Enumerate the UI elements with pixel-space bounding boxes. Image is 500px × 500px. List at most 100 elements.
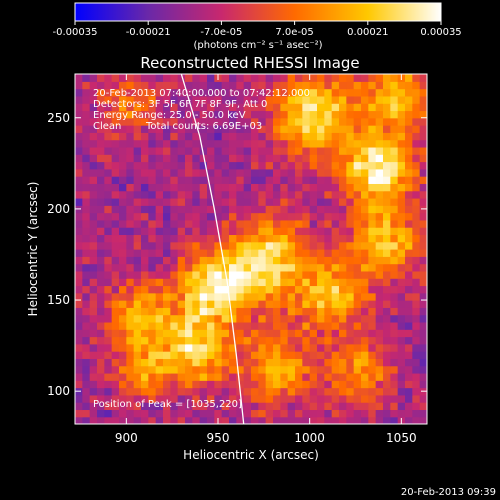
heatmap-cell	[302, 402, 311, 411]
heatmap-cell	[405, 351, 413, 359]
heatmap-cell	[141, 314, 149, 323]
heatmap-cell	[119, 205, 127, 214]
heatmap-cell	[97, 351, 105, 359]
heatmap-cell	[104, 190, 113, 199]
heatmap-cell	[309, 154, 318, 163]
heatmap-cell	[324, 285, 333, 294]
heatmap-cell	[170, 212, 179, 221]
heatmap-cell	[192, 256, 201, 265]
y-tick-label: 250	[47, 111, 70, 125]
heatmap-cell	[148, 117, 157, 126]
heatmap-cell	[119, 263, 127, 272]
heatmap-cell	[265, 241, 274, 250]
heatmap-cell	[119, 380, 127, 389]
heatmap-cell	[133, 278, 142, 287]
heatmap-cell	[155, 329, 164, 338]
heatmap-cell	[339, 270, 347, 279]
heatmap-cell	[331, 190, 340, 199]
heatmap-cell	[324, 402, 333, 411]
heatmap-cell	[192, 176, 201, 184]
heatmap-cell	[236, 249, 245, 257]
heatmap-cell	[273, 197, 281, 206]
heatmap-cell	[265, 168, 274, 177]
heatmap-cell	[111, 307, 120, 316]
heatmap-cell	[243, 212, 252, 221]
heatmap-cell	[119, 154, 127, 163]
heatmap-cell	[287, 227, 296, 236]
heatmap-cell	[82, 176, 91, 184]
heatmap-cell	[148, 351, 157, 359]
heatmap-cell	[302, 372, 311, 381]
heatmap-cell	[199, 88, 208, 97]
heatmap-cell	[375, 402, 384, 411]
heatmap-cell	[185, 110, 193, 119]
heatmap-cell	[390, 285, 399, 294]
heatmap-cell	[75, 351, 83, 359]
heatmap-cell	[155, 380, 164, 389]
heatmap-cell	[221, 256, 230, 265]
heatmap-cell	[419, 183, 427, 192]
heatmap-cell	[214, 314, 223, 323]
heatmap-cell	[331, 416, 340, 424]
heatmap-cell	[419, 372, 427, 381]
heatmap-cell	[397, 132, 406, 141]
heatmap-cell	[155, 227, 164, 236]
heatmap-cell	[192, 358, 201, 367]
heatmap-cell	[331, 81, 340, 90]
heatmap-cell	[104, 343, 113, 352]
heatmap-cell	[214, 132, 223, 141]
heatmap-cell	[383, 307, 391, 316]
heatmap-cell	[273, 205, 281, 214]
heatmap-cell	[126, 117, 135, 126]
heatmap-cell	[177, 176, 186, 184]
heatmap-cell	[317, 256, 325, 265]
heatmap-cell	[317, 161, 325, 170]
heatmap-cell	[185, 387, 193, 396]
heatmap-cell	[97, 125, 105, 133]
heatmap-cell	[397, 183, 406, 192]
heatmap-cell	[397, 139, 406, 148]
heatmap-cell	[339, 409, 347, 418]
heatmap-cell	[368, 139, 377, 148]
heatmap-cell	[361, 190, 369, 199]
heatmap-cell	[375, 416, 384, 424]
heatmap-cell	[214, 307, 223, 316]
heatmap-cell	[317, 292, 325, 301]
heatmap-cell	[170, 409, 179, 418]
heatmap-cell	[243, 88, 252, 97]
heatmap-cell	[155, 168, 164, 177]
heatmap-cell	[177, 219, 186, 228]
heatmap-cell	[97, 161, 105, 170]
heatmap-cell	[133, 249, 142, 257]
heatmap-cell	[243, 219, 252, 228]
heatmap-cell	[119, 81, 127, 90]
heatmap-cell	[361, 292, 369, 301]
heatmap-cell	[214, 372, 223, 381]
heatmap-cell	[390, 205, 399, 214]
heatmap-cell	[383, 249, 391, 257]
heatmap-cell	[346, 219, 355, 228]
heatmap-cell	[375, 329, 384, 338]
heatmap-cell	[258, 358, 267, 367]
heatmap-cell	[221, 285, 230, 294]
heatmap-cell	[192, 249, 201, 257]
heatmap-cell	[265, 249, 274, 257]
heatmap-cell	[368, 103, 377, 112]
heatmap-cell	[221, 394, 230, 403]
heatmap-cell	[177, 380, 186, 389]
heatmap-cell	[251, 270, 259, 279]
heatmap-cell	[221, 212, 230, 221]
heatmap-cell	[390, 336, 399, 345]
heatmap-cell	[251, 132, 259, 141]
heatmap-cell	[353, 110, 362, 119]
heatmap-cell	[309, 146, 318, 155]
heatmap-cell	[126, 365, 135, 374]
heatmap-cell	[258, 95, 267, 104]
heatmap-cell	[390, 146, 399, 155]
heatmap-cell	[346, 329, 355, 338]
colorbar-tick-label: 7.0e-05	[275, 27, 313, 38]
heatmap-cell	[331, 176, 340, 184]
heatmap-cell	[126, 161, 135, 170]
heatmap-cell	[309, 351, 318, 359]
heatmap-cell	[141, 329, 149, 338]
